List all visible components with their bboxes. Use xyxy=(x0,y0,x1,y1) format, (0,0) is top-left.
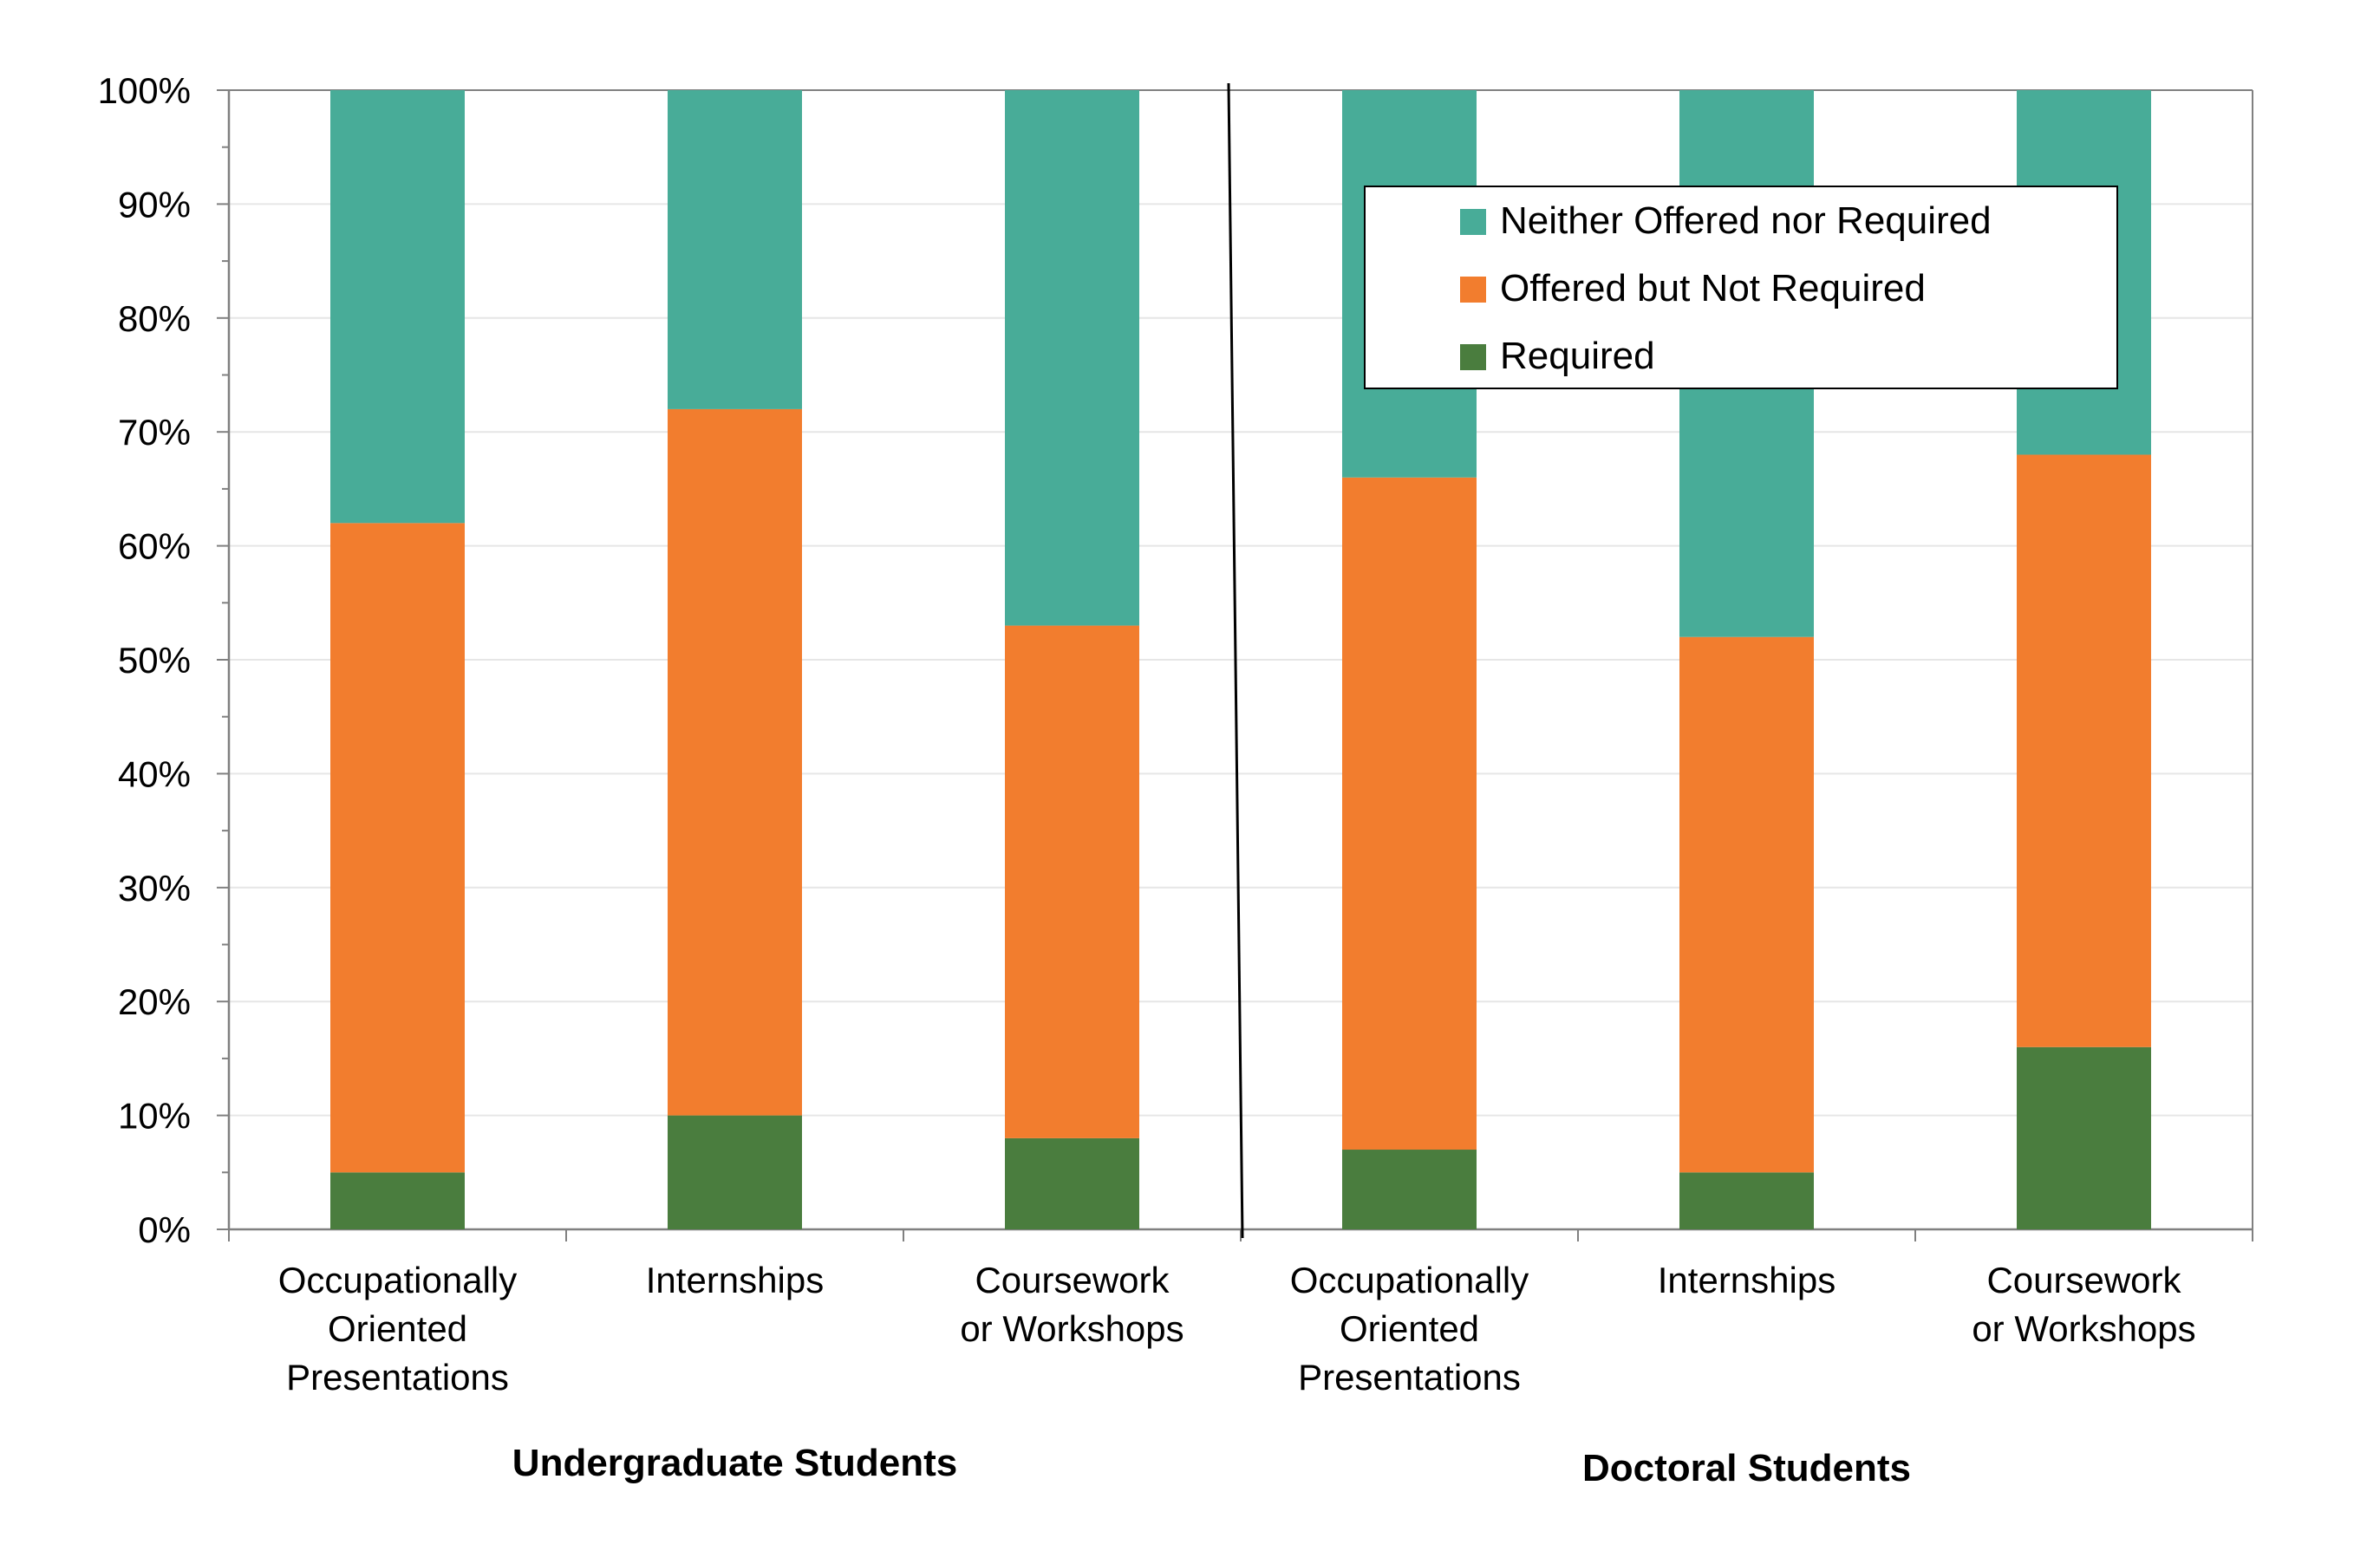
x-category-label: Presentations xyxy=(286,1357,509,1398)
x-category-label: Coursework xyxy=(1986,1260,2181,1300)
group-divider xyxy=(1227,82,1244,1239)
x-category-label: Oriented xyxy=(1340,1308,1479,1349)
legend-box xyxy=(1364,186,2118,389)
bar-segment-offered-but-not-required xyxy=(330,523,465,1173)
x-category-label: Occupationally xyxy=(1290,1260,1529,1300)
bar-segment-required xyxy=(330,1172,465,1229)
bar-segment-required xyxy=(668,1115,802,1229)
y-tick-label: 0% xyxy=(138,1209,191,1250)
y-tick-label: 60% xyxy=(118,526,191,567)
y-tick-label: 100% xyxy=(98,70,191,111)
bar-segment-offered-but-not-required xyxy=(1679,636,1814,1173)
y-tick-label: 20% xyxy=(118,981,191,1022)
x-category-label: Coursework xyxy=(975,1260,1170,1300)
bar-segment-neither-offered-nor-required xyxy=(668,90,802,409)
bar-segment-neither-offered-nor-required xyxy=(330,90,465,524)
y-tick-label: 30% xyxy=(118,868,191,909)
bar-segment-required xyxy=(1679,1172,1814,1229)
legend-label: Required xyxy=(1500,335,1655,377)
x-category-label: Oriented xyxy=(328,1308,467,1349)
y-tick-label: 80% xyxy=(118,298,191,339)
x-category-label: Internships xyxy=(1658,1260,1836,1300)
x-category-label: or Workshops xyxy=(960,1308,1183,1349)
legend-label: Neither Offered nor Required xyxy=(1500,199,1992,242)
bar-segment-offered-but-not-required xyxy=(1005,625,1139,1138)
legend-label: Offered but Not Required xyxy=(1500,267,1926,310)
y-tick-label: 40% xyxy=(118,753,191,794)
bar-segment-required xyxy=(1005,1137,1139,1229)
y-tick-label: 10% xyxy=(118,1096,191,1137)
bar-segment-required xyxy=(2017,1046,2151,1229)
group-label: Undergraduate Students xyxy=(512,1442,957,1484)
y-tick-label: 90% xyxy=(118,184,191,225)
x-category-label: Presentations xyxy=(1298,1357,1521,1398)
group-label: Doctoral Students xyxy=(1582,1447,1911,1489)
x-category-label: Internships xyxy=(646,1260,824,1300)
legend-swatch xyxy=(1460,277,1486,303)
legend-swatch xyxy=(1460,209,1486,235)
bar-segment-offered-but-not-required xyxy=(2017,454,2151,1047)
y-tick-label: 50% xyxy=(118,640,191,681)
x-category-label: Occupationally xyxy=(278,1260,517,1300)
y-tick-label: 70% xyxy=(118,412,191,453)
x-category-label: or Workshops xyxy=(1972,1308,2195,1349)
bar-segment-required xyxy=(1342,1150,1477,1229)
bar-segment-neither-offered-nor-required xyxy=(1005,90,1139,626)
legend-swatch xyxy=(1460,344,1486,370)
bar-segment-offered-but-not-required xyxy=(668,408,802,1116)
bar-segment-offered-but-not-required xyxy=(1342,477,1477,1150)
